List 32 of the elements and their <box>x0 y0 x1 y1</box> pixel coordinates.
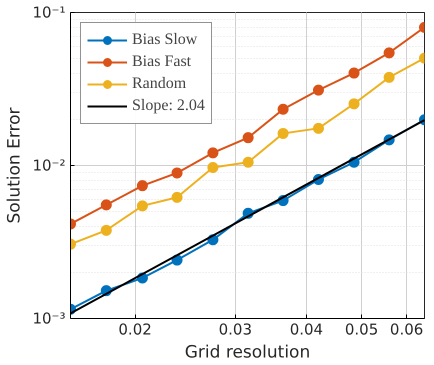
x-tick-label: 0.04 <box>290 320 324 338</box>
legend-label: Slope: 2.04 <box>132 96 205 116</box>
point <box>278 128 289 139</box>
x-axis-title: Grid resolution <box>184 342 310 362</box>
y-tick-label: 10⁻² <box>32 156 66 174</box>
point <box>207 147 218 158</box>
legend-label: Bias Fast <box>132 52 192 72</box>
point <box>312 122 324 134</box>
y-axis-title: Solution Error <box>4 107 24 224</box>
point <box>384 72 395 83</box>
point <box>100 224 112 236</box>
point <box>242 156 254 168</box>
legend-label: Bias Slow <box>132 30 198 50</box>
point <box>384 47 395 58</box>
x-tick-label: 0.05 <box>344 320 378 338</box>
point <box>207 162 218 174</box>
point <box>242 132 254 144</box>
point <box>172 167 183 178</box>
point <box>172 192 183 203</box>
y-tick-label: 10⁻¹ <box>32 4 66 22</box>
x-tick-label: 0.02 <box>118 320 152 338</box>
point <box>136 200 148 212</box>
point <box>278 104 289 115</box>
point <box>348 68 360 79</box>
legend-label: Random <box>132 74 186 94</box>
x-tick-label: 0.03 <box>218 320 252 338</box>
x-tick-label: 0.06 <box>390 320 424 338</box>
y-tick-label: 10⁻³ <box>32 310 66 328</box>
point <box>312 84 324 96</box>
point <box>100 199 112 210</box>
point <box>136 180 148 192</box>
point <box>348 98 360 110</box>
